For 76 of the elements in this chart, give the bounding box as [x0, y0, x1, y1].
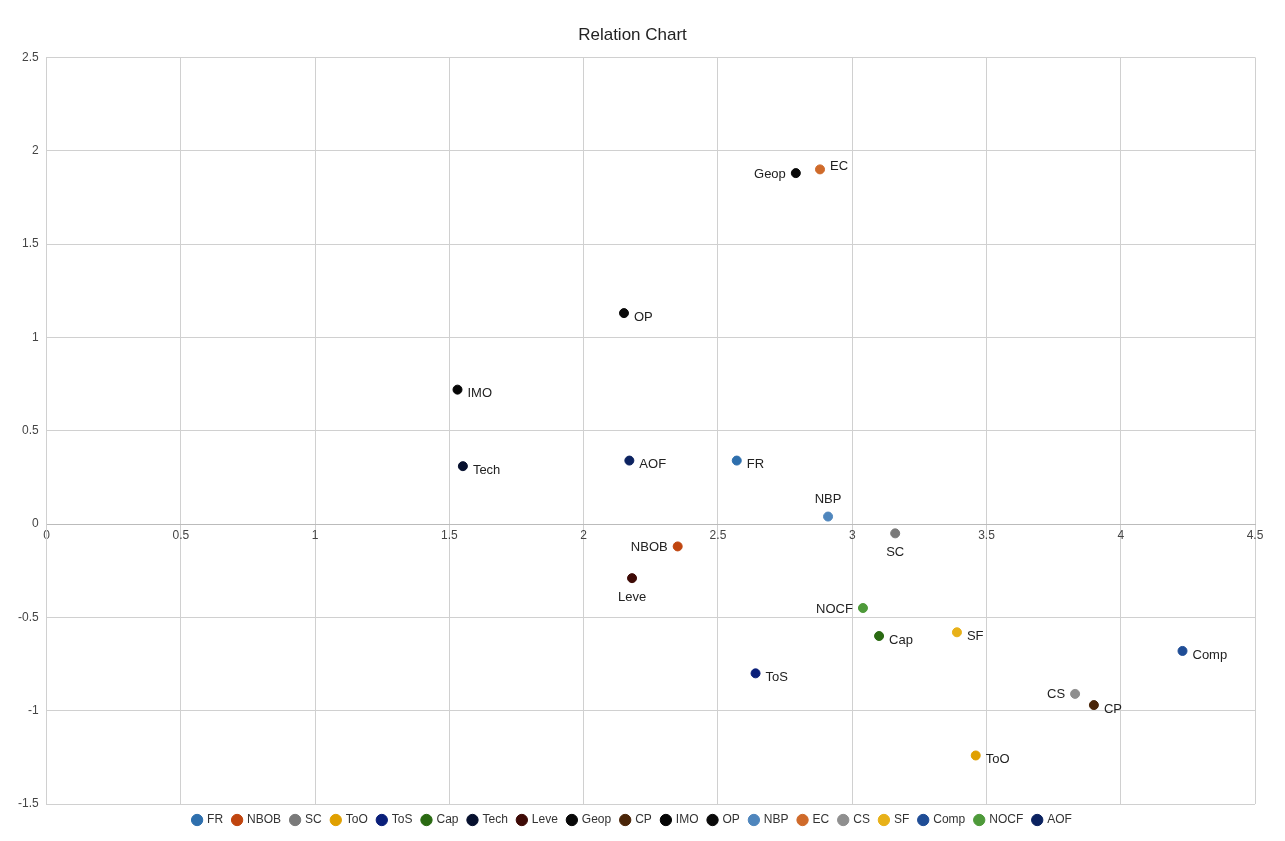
- point: [627, 573, 638, 584]
- legend-label: Leve: [531, 812, 559, 827]
- y-tick-label: -1.5: [17, 796, 39, 811]
- legend-label: ToO: [345, 812, 368, 827]
- point: [452, 384, 463, 395]
- x-tick-label: 1.5: [441, 527, 459, 542]
- legend-label: EC: [812, 812, 830, 827]
- text: SC: [886, 543, 905, 559]
- text: CS: [1047, 686, 1066, 702]
- x-tick-label: 3: [848, 527, 856, 542]
- text: Tech: [472, 461, 501, 477]
- y-tick-label: -1: [28, 702, 39, 717]
- legend-label: ToS: [391, 812, 413, 827]
- text: EC: [830, 157, 849, 173]
- y-tick-label: 0: [31, 516, 39, 531]
- text: AOF: [639, 456, 667, 472]
- point: [951, 627, 962, 638]
- legend-label: OP: [722, 812, 740, 827]
- point: [1088, 700, 1099, 711]
- text: NBP: [814, 491, 842, 507]
- x-tick-label: 4.5: [1246, 527, 1264, 542]
- point: [1070, 688, 1081, 699]
- text: IMO: [467, 385, 493, 401]
- x-tick-label: 1: [311, 527, 319, 542]
- legend-label: NBOB: [247, 812, 282, 827]
- legend-label: NOCF: [989, 812, 1024, 827]
- x-tick-label: 0.5: [172, 527, 190, 542]
- point: [970, 750, 981, 761]
- y-tick-label: -0.5: [17, 609, 39, 624]
- text: NOCF: [816, 600, 853, 616]
- y-tick-label: 0.5: [21, 423, 39, 438]
- legend-label: IMO: [675, 812, 699, 827]
- point: [618, 308, 629, 319]
- legend-label: SC: [305, 812, 323, 827]
- point: [890, 528, 901, 539]
- legend-label: FR: [207, 812, 224, 827]
- point: [624, 455, 635, 466]
- chart-title: Relation Chart: [578, 24, 688, 44]
- legend-label: NBP: [763, 812, 789, 827]
- text: Comp: [1192, 646, 1228, 662]
- legend-label: Cap: [436, 812, 459, 827]
- point: [874, 631, 885, 642]
- x-tick-label: 3.5: [978, 527, 996, 542]
- x-tick-label: 4: [1117, 527, 1125, 542]
- y-tick-label: 1: [31, 329, 39, 344]
- text: ToS: [765, 668, 788, 684]
- legend-label: AOF: [1047, 812, 1072, 827]
- x-tick-label: 2: [580, 527, 588, 542]
- y-tick-label: 2.5: [21, 49, 39, 64]
- text: FR: [746, 456, 765, 472]
- text: Cap: [889, 631, 913, 647]
- legend-label: Geop: [581, 812, 612, 827]
- legend-label: Tech: [482, 812, 508, 827]
- point: [857, 603, 868, 614]
- text: Leve: [617, 588, 647, 604]
- legend-label: CS: [853, 812, 870, 827]
- legend-label: Comp: [933, 812, 966, 827]
- y-tick-label: 1.5: [21, 236, 39, 251]
- legend-label: CP: [635, 812, 652, 827]
- point: [790, 168, 801, 179]
- point: [823, 511, 834, 522]
- text: SF: [966, 627, 984, 643]
- legend-label: SF: [893, 812, 910, 827]
- text: CP: [1103, 700, 1122, 716]
- text: Geop: [754, 165, 786, 181]
- point: [815, 164, 825, 175]
- point: [731, 455, 742, 466]
- point: [750, 668, 761, 679]
- text: NBOB: [630, 539, 668, 554]
- text: OP: [633, 308, 653, 324]
- point: [672, 541, 683, 552]
- point: [1177, 645, 1188, 656]
- point: [457, 461, 468, 472]
- text: ToO: [985, 751, 1010, 767]
- x-tick-label: 2.5: [709, 527, 727, 542]
- y-tick-label: 2: [31, 143, 39, 158]
